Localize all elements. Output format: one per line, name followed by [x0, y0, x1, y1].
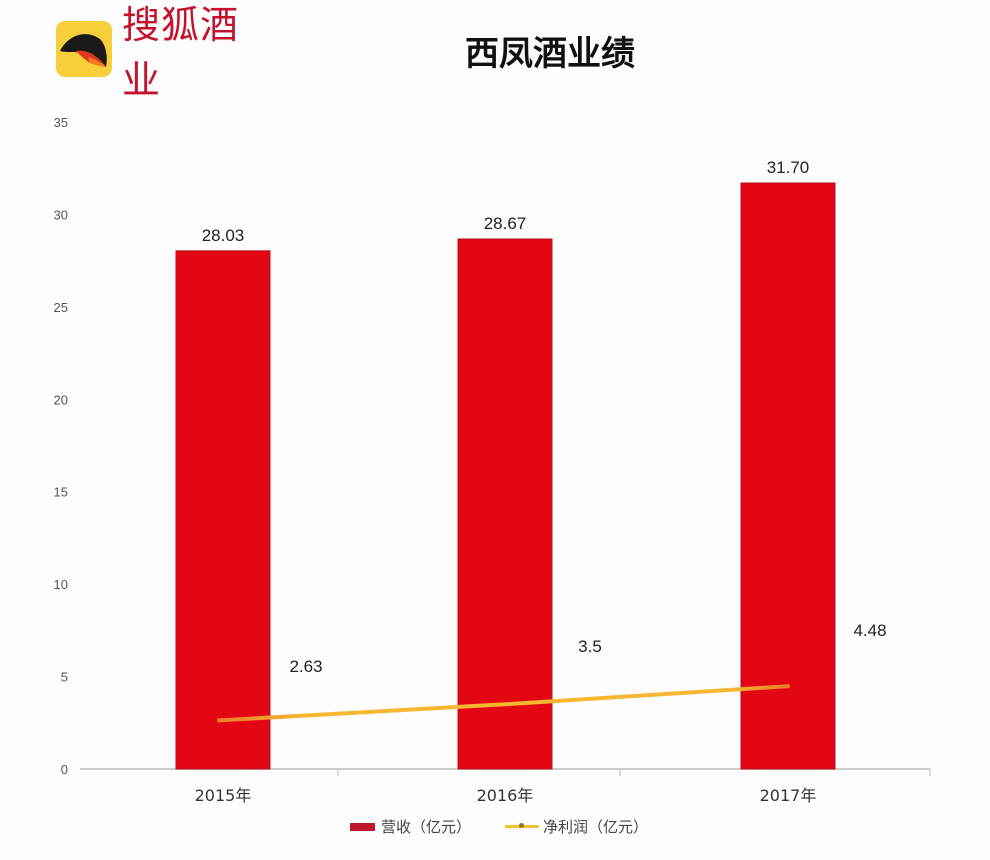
y-tick-label: 0	[61, 762, 68, 777]
legend-item-revenue: 营收（亿元）	[350, 816, 471, 837]
revenue-value-label: 28.03	[202, 226, 245, 245]
x-category-label: 2016年	[477, 786, 534, 805]
profit-value-label: 2.63	[289, 657, 322, 676]
x-category-label: 2015年	[195, 786, 252, 805]
y-tick-label: 5	[61, 670, 68, 685]
y-tick-label: 25	[54, 300, 68, 315]
legend-item-profit: 净利润（亿元）	[505, 816, 648, 837]
bar-swatch-icon	[350, 822, 375, 831]
logo-text: 搜狐酒业	[122, 3, 240, 102]
logo: 搜狐酒业	[56, 3, 256, 102]
y-tick-label: 30	[54, 207, 68, 222]
y-tick-label: 35	[54, 115, 68, 130]
profit-value-label: 3.5	[578, 637, 602, 656]
legend-label-revenue: 营收（亿元）	[381, 819, 472, 836]
line-series: 2.63 3.5 4.48	[217, 621, 887, 723]
y-axis: 0 5 10 15 20 25 30 35	[54, 115, 68, 777]
profit-line	[217, 684, 790, 723]
y-tick-label: 20	[54, 392, 68, 407]
legend: 营收（亿元） 净利润（亿元）	[350, 816, 682, 837]
bar-series: 28.03 28.67 31.70	[175, 158, 836, 770]
x-axis-ticks	[337, 769, 931, 776]
y-tick-label: 10	[54, 577, 68, 592]
x-category-label: 2017年	[760, 786, 817, 805]
y-tick-label: 15	[54, 485, 68, 500]
revenue-bar	[175, 250, 271, 770]
chart-title: 西凤酒业绩	[465, 34, 635, 74]
x-axis-labels: 2015年 2016年 2017年	[195, 786, 817, 805]
line-swatch-icon	[505, 823, 540, 828]
revenue-bar	[457, 238, 553, 770]
revenue-value-label: 28.67	[484, 214, 527, 233]
revenue-bar	[740, 182, 836, 770]
fox-tail-icon	[56, 21, 112, 77]
legend-label-profit: 净利润（亿元）	[543, 819, 649, 836]
profit-value-label: 4.48	[853, 621, 886, 640]
revenue-value-label: 31.70	[767, 158, 810, 177]
